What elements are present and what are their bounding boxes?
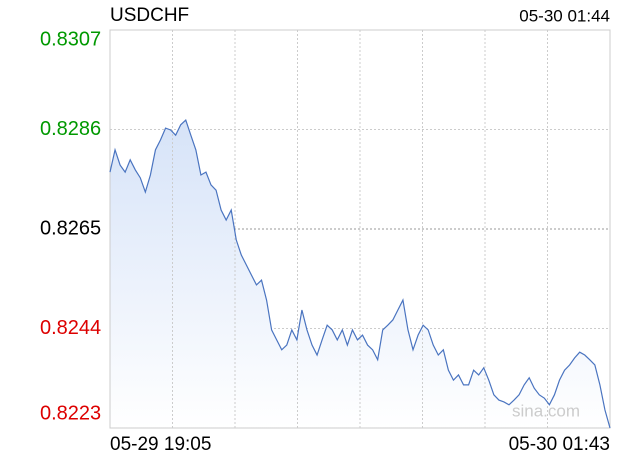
chart-title: USDCHF [110,5,189,26]
y-tick-label: 0.8244 [40,317,101,339]
price-line [109,118,611,429]
watermark: sina.com [512,401,580,420]
x-tick-label: 05-29 19:05 [110,434,211,455]
y-tick-label: 0.8286 [40,118,101,140]
y-tick-label: 0.8223 [40,402,101,424]
x-tick-label: 05-30 01:43 [509,434,610,455]
timestamp: 05-30 01:44 [519,6,610,25]
y-tick-label: 0.8307 [40,28,101,50]
y-tick-label: 0.8265 [40,217,101,239]
